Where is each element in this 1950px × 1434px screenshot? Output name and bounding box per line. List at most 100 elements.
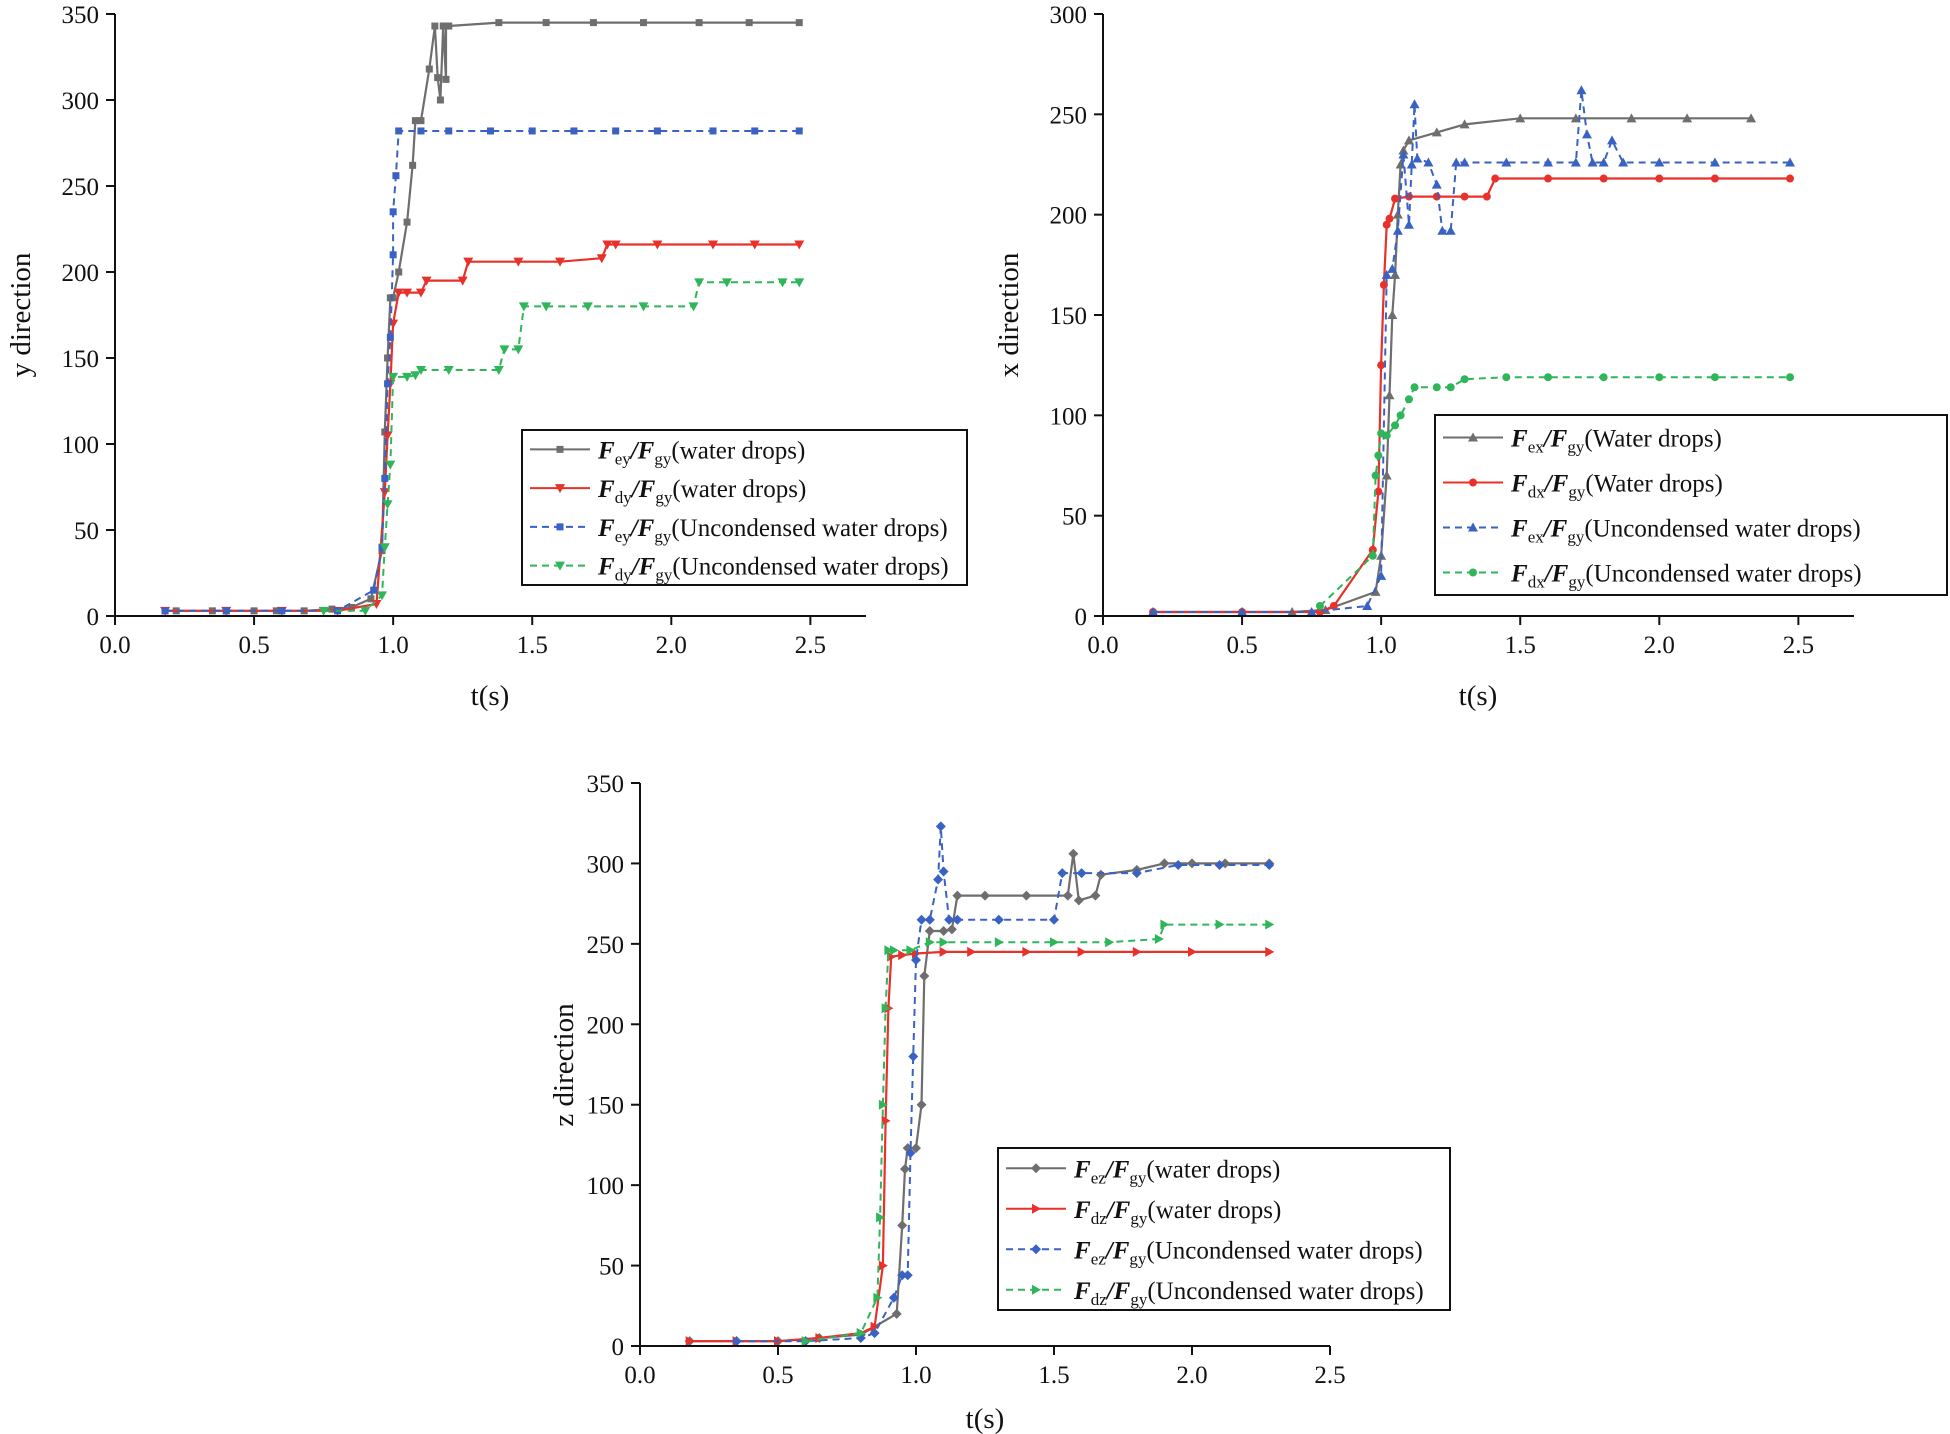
- series-dz-green: [801, 919, 1275, 1347]
- data-point: [596, 254, 607, 264]
- legend-item: Fey/Fgy(Uncondensed water drops): [530, 515, 948, 546]
- data-point: [384, 380, 392, 388]
- data-point: [1374, 451, 1383, 460]
- data-point: [1188, 946, 1197, 957]
- data-point: [1362, 600, 1373, 610]
- legend-label-part: /F: [630, 554, 656, 581]
- legend-label-part: F: [1073, 1237, 1091, 1264]
- data-point: [1459, 119, 1470, 129]
- legend-label-part: F: [597, 515, 615, 542]
- data-point: [919, 971, 930, 982]
- legend-label-part: /F: [629, 437, 655, 464]
- legend-item: Fez/Fgy(Uncondensed water drops): [1006, 1237, 1423, 1268]
- legend-label-part: F: [1073, 1156, 1091, 1183]
- data-point: [905, 1147, 916, 1158]
- data-point: [1460, 375, 1469, 384]
- y-tick-label: 100: [1050, 403, 1088, 430]
- legend-item: Fdz/Fgy(Uncondensed water drops): [1006, 1278, 1424, 1309]
- data-point: [1387, 263, 1398, 273]
- data-point: [1381, 470, 1392, 480]
- data-point: [425, 65, 433, 73]
- legend-box: [997, 1147, 1451, 1311]
- data-point: [457, 276, 468, 286]
- chart-panel-x-direction: 0.0 0.5 1.0 1.5 2.0 2.5 0 50 100 150 200 250 300 t(…: [993, 2, 1948, 712]
- data-point: [993, 914, 1004, 925]
- data-point: [278, 607, 286, 615]
- legend-item: Fdx/Fgy(Water drops): [1443, 471, 1723, 502]
- data-point: [889, 945, 899, 956]
- series-ez-blue: [731, 821, 1275, 1347]
- legend-label-part: F: [1510, 561, 1528, 588]
- data-point: [382, 500, 393, 510]
- series-dy-green: [318, 278, 805, 616]
- data-point: [924, 914, 935, 925]
- series-ex-blue: [1148, 85, 1796, 616]
- series-ey-blue: [161, 127, 803, 615]
- data-point: [402, 372, 413, 382]
- legend-label-part: ey: [615, 449, 632, 468]
- legend-label-part: ez: [1091, 1249, 1107, 1268]
- legend-item: Fey/Fgy(water drops): [530, 437, 805, 468]
- data-point: [395, 127, 403, 135]
- data-point: [1392, 225, 1403, 235]
- data-point: [911, 954, 921, 965]
- data-point: [443, 366, 454, 376]
- data-point: [1445, 225, 1456, 235]
- x-tick-label: 2.0: [1176, 1362, 1207, 1389]
- data-point: [445, 22, 453, 30]
- y-tick-label: 0: [612, 1334, 625, 1361]
- data-point: [513, 345, 524, 355]
- data-point: [328, 605, 336, 613]
- data-point: [1021, 890, 1032, 901]
- data-point: [1390, 269, 1401, 279]
- legend-label-part: F: [1510, 426, 1528, 453]
- data-point: [856, 1328, 866, 1339]
- legend-swatch-marker: [1469, 478, 1477, 487]
- data-point: [1329, 601, 1338, 610]
- data-point: [1173, 860, 1184, 871]
- data-point: [1403, 135, 1414, 145]
- legend: Fez/Fgy(water drops)Fdz/Fgy(water drops)…: [997, 1147, 1451, 1311]
- data-point: [389, 294, 397, 302]
- y-tick-label: 150: [62, 346, 100, 373]
- data-point: [1599, 174, 1608, 183]
- legend-label-part: (Water drops): [1585, 471, 1723, 498]
- legend-label: Fey/Fgy(Uncondensed water drops): [597, 515, 948, 546]
- legend-label: Fdy/Fgy(Uncondensed water drops): [597, 554, 949, 585]
- y-tick-label: 50: [74, 518, 99, 545]
- y-tick-label: 200: [1050, 203, 1088, 230]
- data-point: [384, 354, 392, 362]
- data-point: [442, 75, 450, 83]
- data-point: [1598, 157, 1609, 167]
- data-point: [431, 22, 439, 30]
- data-point: [897, 1220, 908, 1231]
- data-point: [873, 1292, 883, 1303]
- series-dx-green: [1315, 373, 1795, 610]
- data-point: [869, 1328, 880, 1339]
- data-point: [952, 890, 963, 901]
- y-tick-label: 0: [1075, 604, 1088, 631]
- data-point: [318, 606, 329, 616]
- data-point: [1384, 390, 1395, 400]
- legend-label: Fdz/Fgy(water drops): [1073, 1197, 1281, 1228]
- x-axis-label: t(s): [471, 680, 510, 712]
- series-line: [805, 923, 1270, 1343]
- data-point: [870, 1321, 880, 1332]
- data-point: [161, 607, 169, 615]
- y-tick-label: 50: [599, 1254, 624, 1281]
- legend-label: Fdz/Fgy(Uncondensed water drops): [1073, 1278, 1424, 1309]
- data-point: [946, 924, 957, 935]
- data-point: [518, 302, 529, 312]
- data-point: [1368, 551, 1377, 560]
- legend-label: Fdx/Fgy(Water drops): [1510, 471, 1723, 502]
- legend-label-part: gy: [1568, 483, 1586, 502]
- legend-label-part: /F: [1105, 1197, 1131, 1224]
- data-point: [1159, 858, 1170, 869]
- y-tick-label: 300: [1050, 2, 1088, 29]
- x-tick-label: 2.0: [1644, 632, 1675, 659]
- legend-label-part: dz: [1091, 1209, 1108, 1228]
- data-point: [1265, 946, 1275, 957]
- data-point: [1237, 606, 1248, 616]
- data-point: [1460, 192, 1469, 201]
- legend-label-part: ex: [1528, 438, 1545, 457]
